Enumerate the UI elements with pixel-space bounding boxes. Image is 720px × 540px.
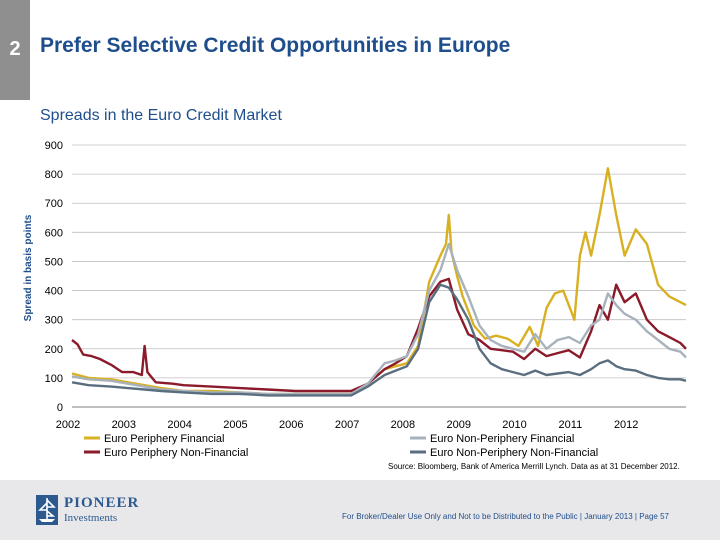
x-tick-label: 2004 [167,419,191,431]
line-chart: 0 100 200 300 400 500 600 700 800 900 2002 2003 2004… [23,140,687,459]
y-tick-label: 500 [45,256,63,268]
x-tick-label: 2002 [56,419,80,431]
y-tick-label: 100 [45,373,63,385]
series-line-4 [71,283,687,397]
y-tick-label: 200 [45,344,63,356]
y-axis-label: Spread in basis points [23,214,34,321]
legend-label: Euro Non-Periphery Non-Financial [430,447,598,459]
legend-label: Euro Non-Periphery Financial [430,433,574,445]
x-tick-label: 2006 [279,419,303,431]
y-tick-label: 0 [57,402,63,414]
x-tick-label: 2008 [391,419,415,431]
series-line-2 [71,277,687,393]
logo-sub: Investments [64,512,118,524]
slide-number: 2 [9,38,21,60]
x-tick-label: 2003 [112,419,136,431]
pioneer-logo: PIONEER Investments [36,495,166,529]
y-tick-label: 700 [45,198,63,210]
x-tick-label: 2011 [559,419,583,431]
legend-label: Euro Periphery Non-Financial [104,447,248,459]
footer-bar [0,480,720,540]
page-title: Prefer Selective Credit Opportunities in… [40,34,511,57]
slide-number-box: 2 [0,0,30,100]
logo-name: PIONEER [64,495,140,511]
header-band [0,0,720,78]
legend-label: Euro Periphery Financial [104,433,224,445]
footer-note: For Broker/Dealer Use Only and Not to be… [342,512,669,521]
x-tick-label: 2007 [335,419,359,431]
chart-title: Spreads in the Euro Credit Market [40,107,282,124]
slide-header: 2 Prefer Selective Credit Opportunities … [0,0,720,100]
source-note: Source: Bloomberg, Bank of America Merri… [388,462,680,471]
x-tick-label: 2012 [614,419,638,431]
series-line-3 [71,242,687,396]
y-tick-label: 900 [45,140,63,152]
y-tick-label: 800 [45,169,63,181]
series-line-1 [71,167,687,396]
x-tick-label: 2010 [502,419,526,431]
x-tick-label: 2009 [446,419,470,431]
ship-logo-icon [36,495,58,525]
y-tick-label: 400 [45,286,63,298]
x-tick-label: 2005 [223,419,247,431]
y-tick-label: 600 [45,227,63,239]
y-tick-label: 300 [45,315,63,327]
